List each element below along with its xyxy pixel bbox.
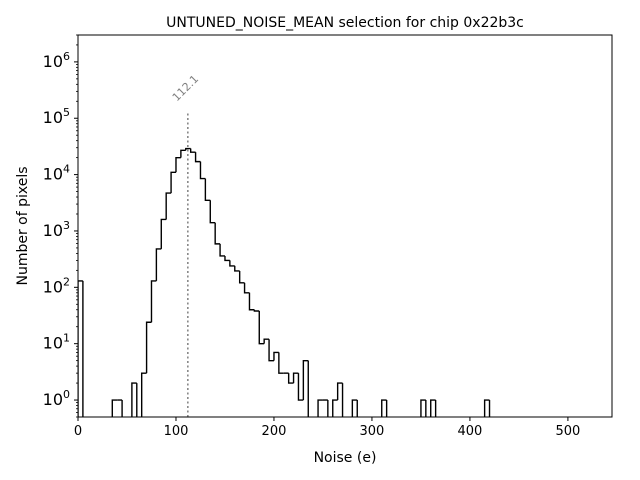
histogram-bin: [356, 400, 358, 417]
x-tick-label: 200: [262, 424, 287, 439]
histogram-bin: [327, 400, 329, 417]
histogram-bin: [189, 148, 196, 153]
histogram-bin: [219, 243, 225, 257]
histogram-bin: [238, 270, 245, 284]
histogram-bin: [175, 156, 181, 173]
histogram-bin: [155, 248, 162, 281]
histogram-bin: [420, 399, 426, 417]
chart-title: UNTUNED_NOISE_MEAN selection for chip 0x…: [166, 15, 524, 31]
plot-area: 112.10 100 200 300 400 5001001011021031041051…: [43, 34, 613, 439]
x-tick-label: 400: [458, 424, 483, 439]
histogram-bin: [268, 339, 274, 362]
histogram-bin: [351, 399, 358, 417]
histogram-bin: [287, 373, 294, 384]
histogram-bin: [224, 255, 230, 262]
histogram-bin: [253, 309, 260, 312]
histogram-bin: [425, 400, 427, 417]
histogram-bin: [292, 372, 299, 384]
histogram-bin: [483, 399, 490, 417]
histogram-bin: [140, 372, 147, 417]
histogram-bin: [160, 218, 167, 249]
x-tick-label: 500: [555, 424, 580, 439]
histogram-bin: [199, 161, 206, 180]
histogram-bin: [214, 222, 221, 245]
histogram-bin: [131, 382, 137, 417]
histogram-bin: [273, 351, 279, 361]
histogram-bin: [185, 147, 191, 151]
y-tick-label: 104: [43, 163, 70, 184]
y-tick-label: 100: [43, 388, 70, 409]
axes-frame: [77, 34, 613, 418]
histogram-bin: [263, 338, 270, 344]
histogram-bin: [229, 260, 235, 267]
y-tick-label: 105: [43, 106, 70, 127]
histogram-bin: [381, 399, 387, 417]
histogram-bin: [385, 400, 388, 417]
histogram-bin: [332, 399, 338, 417]
histogram-bin: [317, 399, 323, 417]
histogram-bin: [336, 382, 343, 401]
histogram-bin: [341, 383, 344, 417]
histogram-bin: [78, 280, 83, 417]
y-tick-label: 106: [43, 50, 70, 71]
histogram-bin: [297, 373, 304, 401]
histogram-bin: [248, 292, 255, 311]
histogram-bin: [121, 400, 123, 417]
histogram-bin: [204, 178, 211, 201]
histogram-bin: [243, 282, 250, 294]
y-tick-label: 102: [43, 275, 70, 296]
histogram-bin: [180, 149, 186, 158]
histogram-bin: [307, 360, 309, 417]
y-axis-label: Number of pixels: [15, 166, 31, 285]
histogram-bin: [209, 200, 216, 224]
histogram-bins: [78, 147, 491, 417]
histogram-bin: [82, 280, 84, 417]
histogram-bin: [302, 359, 309, 401]
histogram-bin: [150, 280, 157, 323]
histogram-bin: [258, 311, 265, 345]
histogram-bin: [234, 265, 240, 272]
histogram-bin: [434, 400, 437, 417]
y-tick-label: 103: [43, 219, 70, 240]
x-axis-label: Noise (e): [314, 450, 377, 466]
y-tick-label: 101: [43, 332, 70, 353]
histogram-bin: [194, 152, 201, 163]
histogram-bin: [278, 352, 284, 374]
x-tick-label: 0: [74, 424, 82, 439]
histogram-bin: [111, 399, 118, 417]
histogram-bin: [145, 321, 152, 374]
histogram-bin: [170, 171, 176, 194]
x-tick-label: 100: [164, 424, 189, 439]
histogram-bin: [136, 383, 138, 417]
histogram-bin: [430, 399, 436, 417]
histogram-bin: [165, 192, 172, 220]
x-tick-label: 300: [360, 424, 385, 439]
